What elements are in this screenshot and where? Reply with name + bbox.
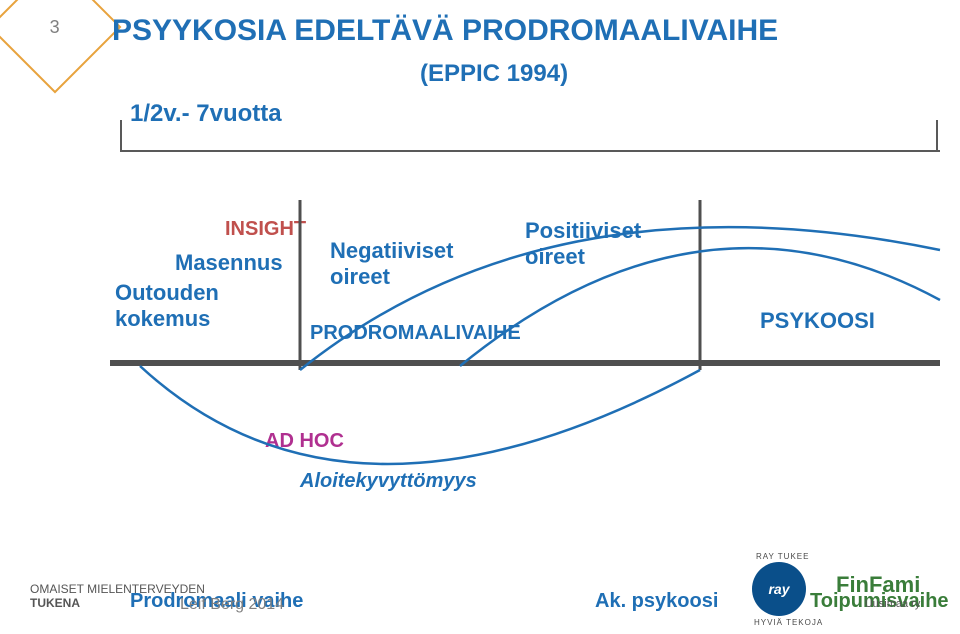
ray-badge-text: ray [768,581,789,597]
footer-org-line2: TUKENA [30,596,205,610]
ray-arc-bottom: HYVIÄ TEKOJA [754,618,823,627]
ray-arc-top: RAY TUKEE [756,552,809,561]
finfami-sub: Uusimaa ry [836,598,920,611]
footer-finfami: FinFami Uusimaa ry [836,572,920,612]
footer-organisation: OMAISET MIELENTERVEYDEN TUKENA [30,582,205,611]
footer-org-line1: OMAISET MIELENTERVEYDEN [30,582,205,596]
curve-layer [0,0,960,634]
curve-masennus [140,366,700,464]
curve-positiiviset [300,227,940,370]
author-credit: Leif Berg 2014 [180,596,284,614]
ray-badge: ray [752,562,806,616]
finfami-brand: FinFami [836,572,920,598]
main-horizontal-divider [110,360,940,366]
